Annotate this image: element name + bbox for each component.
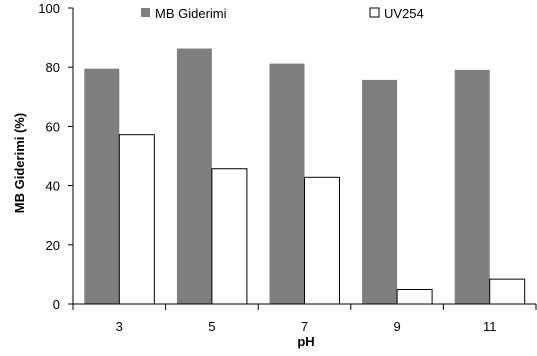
bar-mb-giderimi	[269, 63, 305, 305]
bar-mb-giderimi	[454, 69, 490, 304]
x-axis-title: pH	[297, 334, 314, 349]
x-ticks-group: 3 5 7 9 11	[72, 304, 537, 334]
legend-label: UV254	[384, 6, 424, 21]
y-tick-label: 0	[53, 297, 60, 312]
legend-swatch	[141, 8, 150, 17]
bar-mb-giderimi	[362, 79, 398, 304]
x-tick-label: 9	[393, 319, 400, 334]
y-ticks-group: 0 20 40 60 80 100	[38, 1, 73, 312]
y-tick-label: 20	[46, 238, 60, 253]
y-tick-label: 100	[38, 1, 60, 16]
y-tick-label: 60	[46, 119, 60, 134]
x-tick-label: 3	[116, 319, 123, 334]
legend-swatch	[369, 7, 380, 18]
y-axis-title: MB Giderimi (%)	[12, 113, 27, 213]
bar-uv254	[396, 288, 433, 305]
x-tick-label: 11	[483, 319, 497, 334]
bar-uv254	[304, 176, 340, 305]
x-tick-label: 7	[301, 319, 308, 334]
y-tick-label: 40	[46, 179, 60, 194]
bar-uv254	[211, 168, 248, 305]
x-tick-label: 5	[208, 319, 215, 334]
bar-uv254	[118, 134, 155, 305]
bar-mb-giderimi	[176, 48, 212, 304]
bars-group	[84, 48, 526, 305]
y-tick-label: 80	[46, 60, 60, 75]
legend: MB Giderimi UV254	[141, 6, 424, 21]
bar-mb-giderimi	[84, 68, 120, 305]
legend-label: MB Giderimi	[155, 6, 227, 21]
bar-uv254	[489, 278, 526, 305]
